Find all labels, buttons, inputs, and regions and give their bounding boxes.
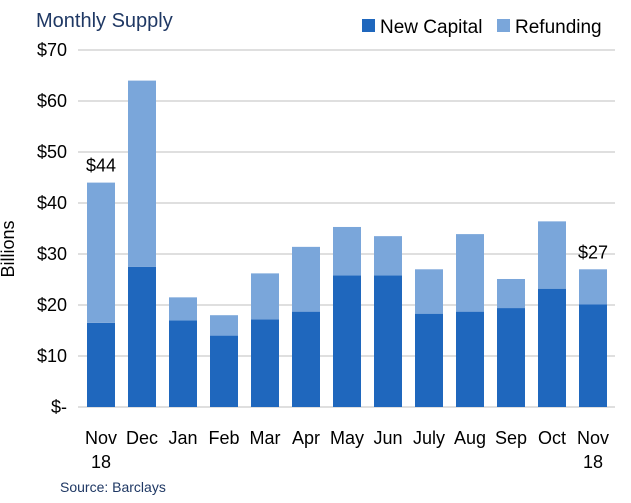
source-note: Source: Barclays	[60, 479, 166, 495]
x-tick-label: Dec	[126, 428, 158, 448]
chart-title: Monthly Supply	[36, 10, 173, 32]
bar-refunding	[415, 269, 443, 314]
x-tick-label: Apr	[292, 428, 320, 448]
bar-new-capital	[374, 275, 402, 407]
bar-refunding	[538, 221, 566, 289]
data-label: $27	[578, 242, 608, 262]
y-tick-label: $70	[37, 40, 67, 60]
x-tick-label: Feb	[208, 428, 239, 448]
y-tick-label: $-	[51, 397, 67, 417]
y-axis-ticks: $- $10 $20 $30 $40 $50 $60 $70	[37, 40, 67, 417]
x-tick-label: Aug	[454, 428, 486, 448]
x-tick-label: May	[330, 428, 364, 448]
bar-refunding	[210, 315, 238, 336]
bar-new-capital	[87, 322, 115, 407]
y-tick-label: $60	[37, 91, 67, 111]
x-tick-label: Nov 18	[577, 428, 609, 472]
bar-refunding	[374, 236, 402, 276]
bar-refunding	[251, 273, 279, 320]
y-tick-label: $30	[37, 244, 67, 264]
y-tick-label: $20	[37, 295, 67, 315]
x-axis-ticks: Nov 18 Dec Jan Feb Mar Apr May Jun July Aug Sep Oct N…	[85, 428, 609, 472]
legend-swatch-new-capital	[362, 19, 375, 32]
data-labels: $44 $27	[86, 156, 608, 263]
bar-new-capital	[415, 313, 443, 407]
bar-new-capital	[333, 275, 361, 407]
x-tick-label: Sep	[495, 428, 527, 448]
bar-refunding	[497, 278, 525, 309]
y-tick-label: $40	[37, 193, 67, 213]
bar-new-capital	[169, 320, 197, 407]
legend-swatch-refunding	[497, 19, 510, 32]
bar-new-capital	[456, 311, 484, 407]
bar-new-capital	[497, 308, 525, 407]
legend-label-new-capital: New Capital	[380, 17, 482, 38]
bar-refunding	[456, 234, 484, 312]
bar-new-capital	[579, 304, 607, 407]
bar-new-capital	[292, 311, 320, 407]
y-tick-label: $50	[37, 142, 67, 162]
bars	[87, 80, 607, 407]
bar-refunding	[292, 246, 320, 312]
bar-new-capital	[210, 335, 238, 407]
x-tick-label: Oct	[538, 428, 566, 448]
y-axis-title: Billions	[0, 220, 18, 277]
bar-new-capital	[538, 288, 566, 407]
x-tick-label: Mar	[250, 428, 281, 448]
bar-refunding	[169, 297, 197, 321]
bar-refunding	[87, 182, 115, 323]
legend-label-refunding: Refunding	[515, 17, 602, 38]
bar-new-capital	[128, 266, 156, 407]
data-label: $44	[86, 156, 116, 176]
bar-refunding	[579, 269, 607, 305]
legend: New Capital Refunding	[362, 17, 602, 38]
y-tick-label: $10	[37, 346, 67, 366]
x-tick-label: Nov 18	[85, 428, 117, 472]
bar-refunding	[333, 226, 361, 276]
x-tick-label: Jan	[168, 428, 197, 448]
x-tick-label: Jun	[373, 428, 402, 448]
x-tick-label: July	[413, 428, 445, 448]
bar-new-capital	[251, 319, 279, 407]
bar-refunding	[128, 80, 156, 267]
